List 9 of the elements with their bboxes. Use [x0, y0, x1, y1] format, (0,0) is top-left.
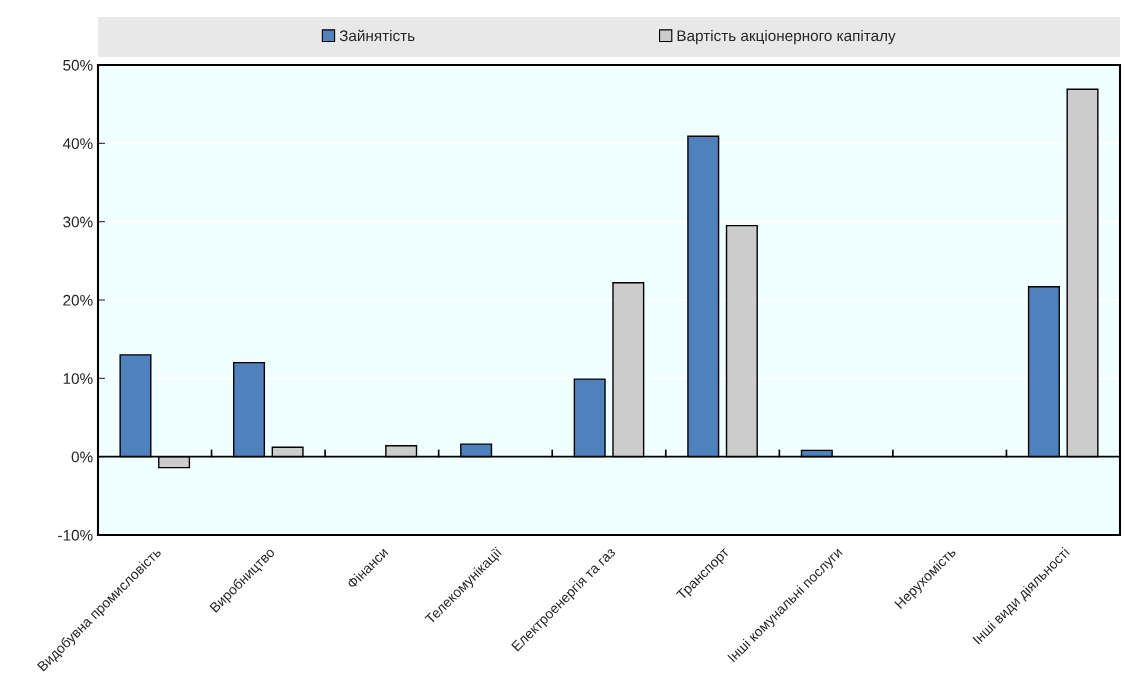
y-tick-label: 40%: [62, 138, 93, 150]
y-tick-label: 30%: [63, 216, 93, 228]
y-tick-label: 50%: [63, 59, 93, 71]
y-tick-label: -10%: [58, 529, 93, 541]
y-tick-label: 10%: [63, 373, 93, 385]
legend-label: Вартість акціонерного капіталу: [677, 29, 896, 45]
y-tick-label: 20%: [63, 294, 93, 306]
y-tick-label: 0%: [71, 451, 93, 463]
legend-label: Зайнятість: [339, 29, 415, 42]
